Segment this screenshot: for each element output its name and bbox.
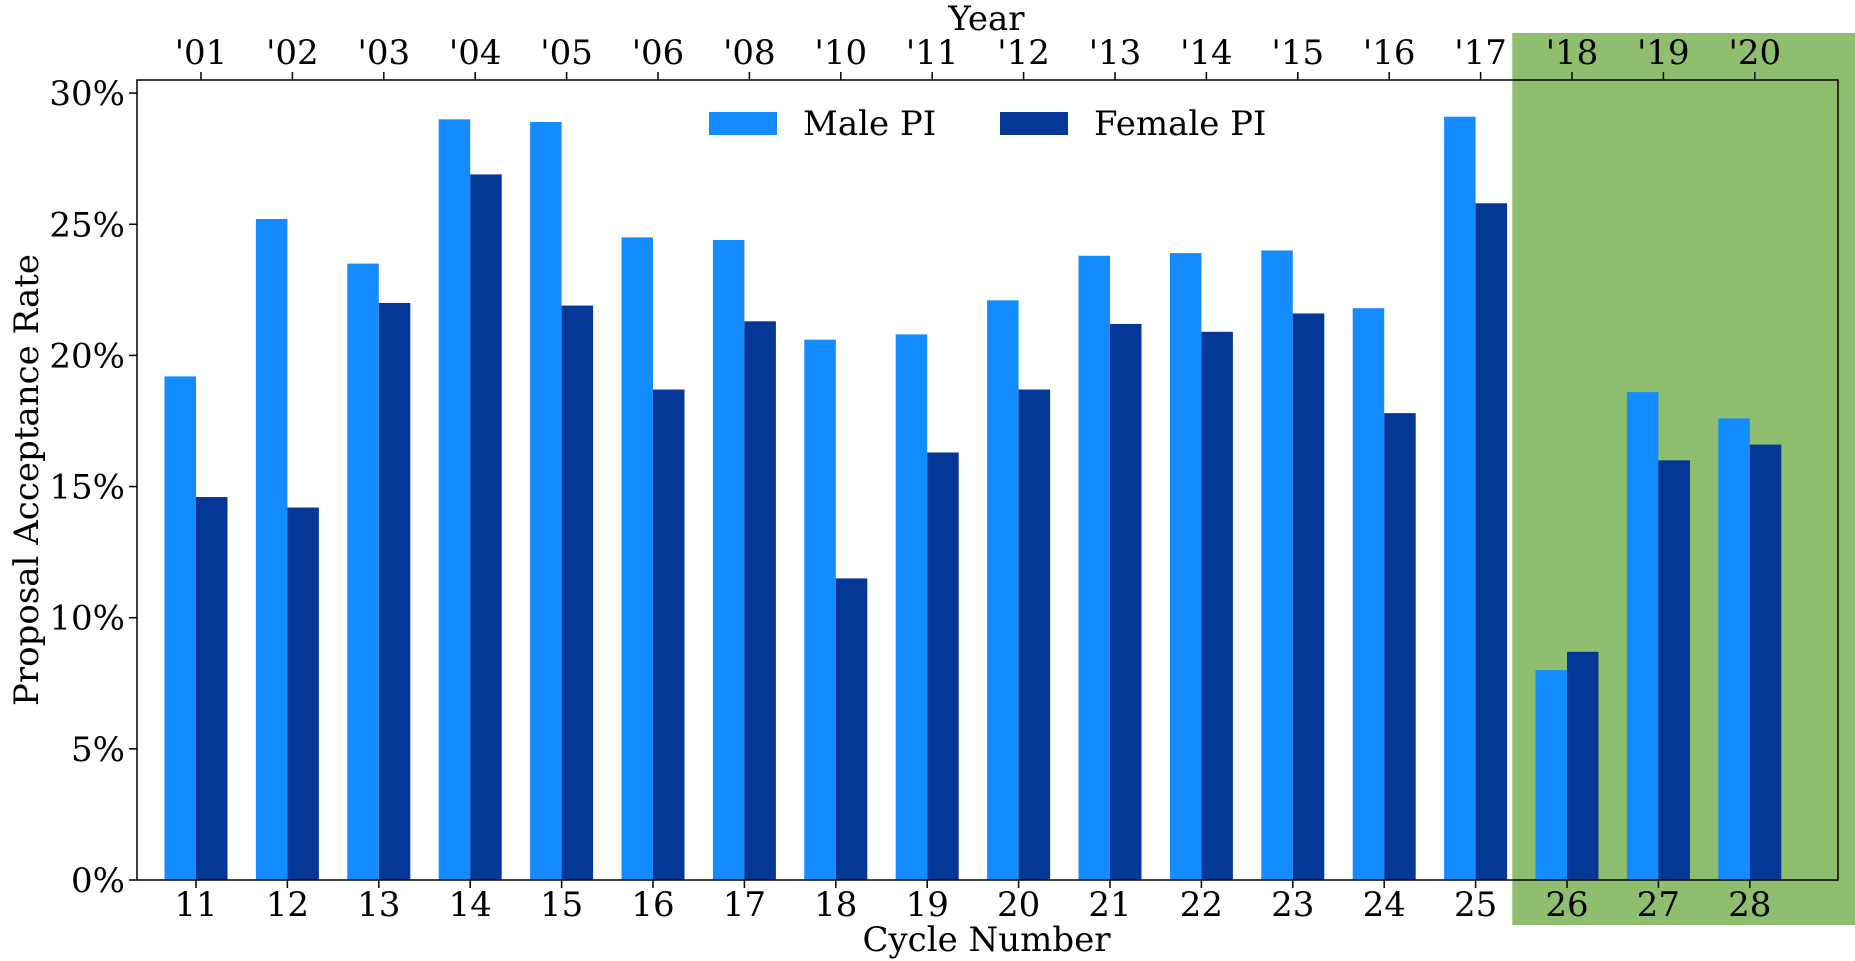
top-tick-label: '15 xyxy=(1271,33,1324,73)
y-tick-label: 20% xyxy=(49,336,125,376)
legend-swatch-male-pi xyxy=(709,112,777,135)
plot-frame xyxy=(136,79,1839,881)
bar-female-pi-22 xyxy=(1201,331,1233,880)
bar-female-pi-24 xyxy=(1384,413,1416,880)
bar-male-pi-22 xyxy=(1169,253,1202,881)
bar-male-pi-28 xyxy=(1718,418,1750,880)
bar-male-pi-20 xyxy=(987,300,1019,880)
top-tick-label: '03 xyxy=(357,33,410,73)
bar-male-pi-16 xyxy=(621,237,653,880)
bar-female-pi-17 xyxy=(744,321,776,880)
top-tick-label: '10 xyxy=(814,33,867,73)
top-tick-label: '05 xyxy=(540,33,593,73)
bar-male-pi-13 xyxy=(347,263,379,880)
top-tick-label: '14 xyxy=(1180,33,1233,73)
bar-male-pi-19 xyxy=(895,334,928,880)
bar-female-pi-11 xyxy=(196,497,228,880)
top-tick-label: '01 xyxy=(175,33,228,73)
bar-female-pi-16 xyxy=(653,389,685,880)
bar-female-pi-25 xyxy=(1475,203,1508,880)
x-axis-title: Cycle Number xyxy=(862,920,1111,960)
x-tick-label: 15 xyxy=(540,885,583,925)
bar-female-pi-19 xyxy=(927,452,959,880)
y-tick-label: 15% xyxy=(49,468,125,508)
top-tick-label: '17 xyxy=(1454,33,1507,73)
x-tick-label: 21 xyxy=(1088,885,1131,925)
bar-female-pi-28 xyxy=(1749,444,1782,880)
bar-female-pi-18 xyxy=(835,578,868,880)
bar-female-pi-12 xyxy=(287,507,319,880)
bar-male-pi-21 xyxy=(1078,255,1110,881)
bar-male-pi-27 xyxy=(1626,392,1659,880)
bar-male-pi-14 xyxy=(438,119,471,881)
bar-male-pi-18 xyxy=(804,339,836,880)
top-tick-label: '18 xyxy=(1546,33,1599,73)
y-tick-label: 30% xyxy=(49,74,125,114)
y-axis-title: Proposal Acceptance Rate xyxy=(7,254,47,706)
y-tick-label: 10% xyxy=(49,599,125,639)
bar-female-pi-26 xyxy=(1567,651,1599,880)
x-tick-label: 18 xyxy=(814,885,857,925)
y-tick-label: 0% xyxy=(71,861,125,901)
top-tick-label: '11 xyxy=(906,33,959,73)
y-tick-label: 5% xyxy=(71,730,125,770)
bar-male-pi-17 xyxy=(712,240,745,880)
x-tick-label: 27 xyxy=(1637,885,1680,925)
top-tick-label: '19 xyxy=(1637,33,1690,73)
x-tick-label: 19 xyxy=(906,885,949,925)
bar-male-pi-12 xyxy=(255,219,288,881)
legend-swatch-female-pi xyxy=(1000,112,1068,135)
y-axis: 0% 5% 10% 15% 20% 25% 30% xyxy=(49,74,137,901)
bar-female-pi-13 xyxy=(378,302,411,880)
bar-female-pi-15 xyxy=(561,305,594,881)
x-tick-label: 17 xyxy=(723,885,766,925)
top-tick-label: '16 xyxy=(1363,33,1416,73)
x-axis: 11 12 13 14 15 16 17 18 19 20 21 22 23 24 25 26 27 28 xyxy=(174,880,1771,925)
x-tick-label: 26 xyxy=(1545,885,1588,925)
bar-male-pi-23 xyxy=(1261,250,1293,880)
x-tick-label: 14 xyxy=(449,885,492,925)
x-tick-label: 25 xyxy=(1454,885,1497,925)
top-tick-label: '20 xyxy=(1728,33,1781,73)
x-tick-label: 28 xyxy=(1728,885,1771,925)
y-tick-label: 25% xyxy=(49,205,125,245)
bar-female-pi-21 xyxy=(1110,323,1142,880)
top-tick-label: '12 xyxy=(997,33,1050,73)
top-tick-label: '13 xyxy=(1089,33,1142,73)
bar-male-pi-11 xyxy=(164,376,196,880)
bar-male-pi-25 xyxy=(1444,116,1476,880)
legend-label-female-pi: Female PI xyxy=(1094,104,1266,144)
x-tick-label: 20 xyxy=(997,885,1040,925)
bar-male-pi-26 xyxy=(1535,670,1567,880)
x-tick-label: 24 xyxy=(1363,885,1406,925)
x-tick-label: 12 xyxy=(266,885,309,925)
x-tick-label: 23 xyxy=(1271,885,1314,925)
top-tick-label: '08 xyxy=(723,33,776,73)
bars-group xyxy=(164,116,1782,881)
top-tick-label: '02 xyxy=(266,33,319,73)
bar-female-pi-23 xyxy=(1292,313,1325,880)
top-axis: '01 '02 '03 '04 '05 '06 '08 '10 '11 '12 '13 '14 '15 '… xyxy=(175,33,1781,80)
x-tick-label: 16 xyxy=(631,885,674,925)
x-tick-label: 13 xyxy=(357,885,400,925)
legend-label-male-pi: Male PI xyxy=(803,104,936,144)
top-tick-label: '04 xyxy=(449,33,502,73)
bar-female-pi-14 xyxy=(470,174,502,881)
bar-female-pi-27 xyxy=(1658,460,1690,880)
bar-male-pi-15 xyxy=(530,121,562,880)
top-tick-label: '06 xyxy=(632,33,685,73)
x-tick-label: 11 xyxy=(174,885,217,925)
top-axis-title: Year xyxy=(947,0,1025,39)
x-tick-label: 22 xyxy=(1180,885,1223,925)
legend: Male PI Female PI xyxy=(709,104,1266,144)
bar-male-pi-24 xyxy=(1352,308,1385,880)
bar-female-pi-20 xyxy=(1018,389,1051,880)
